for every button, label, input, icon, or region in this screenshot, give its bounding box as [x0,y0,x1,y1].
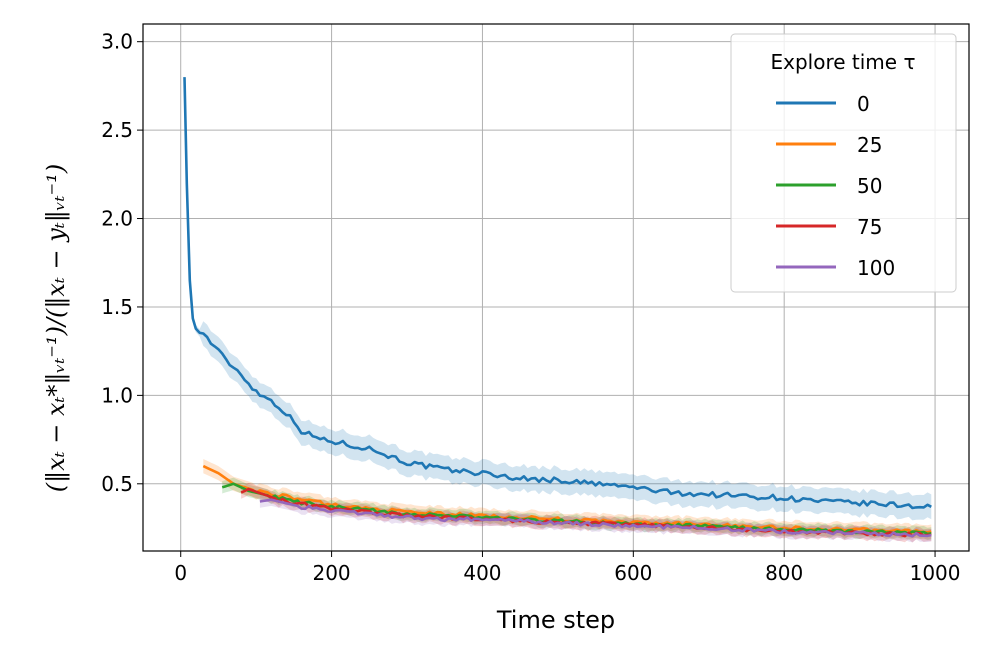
band-series-25 [203,459,932,540]
plot-frame [142,23,970,552]
legend-label-75: 75 [857,215,882,239]
line-series-100 [259,498,932,538]
legend-label-100: 100 [857,256,895,280]
series-lines [183,77,932,538]
y-tick-label: 2.5 [101,118,133,142]
x-tick-label: 1000 [910,561,961,585]
y-tick-label: 1.0 [101,383,133,407]
y-tick-label: 2.0 [101,207,133,231]
y-axis-label: (‖xₜ − xₜ*‖ᵥₜ⁻¹)/(‖xₜ − yₜ‖ᵥₜ⁻¹) [42,163,70,493]
x-axis-label: Time step [496,606,615,634]
y-tick-label: 1.5 [101,295,133,319]
x-tick-label: 800 [765,561,803,585]
legend-label-25: 25 [857,133,882,157]
band-series-50 [222,477,932,541]
x-tick-label: 200 [312,561,350,585]
y-tick-label: 0.5 [101,472,133,496]
legend: Explore time τ 0 25 50 75 100 [730,33,957,293]
y-tick-label: 3.0 [101,30,133,54]
line-series-0 [183,77,932,510]
legend-label-0: 0 [857,92,870,116]
x-tick-label: 600 [614,561,652,585]
x-tick-label: 0 [174,561,187,585]
x-tick-label: 400 [463,561,501,585]
legend-title: Explore time τ [771,50,916,74]
legend-label-50: 50 [857,174,882,198]
